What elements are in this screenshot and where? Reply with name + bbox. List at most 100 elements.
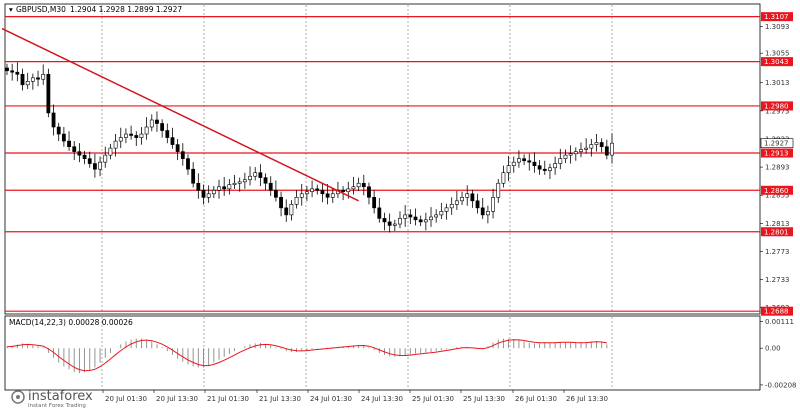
candle-body [475,200,480,209]
candle-body [485,211,490,216]
level-label-bg [761,306,793,316]
candle-body [465,193,470,198]
candle-body [398,218,402,225]
candle-body [56,126,61,135]
candle-body [82,154,87,159]
symbol-arrow-icon[interactable]: ▾ [9,5,13,14]
candle-body [36,77,40,80]
candle-body [237,181,242,184]
candle-body [413,216,418,221]
x-tick-label: 25 Jul 13:30 [463,395,505,403]
candle-body [170,137,175,145]
candle-body [361,182,366,188]
candle-body [77,151,82,156]
candle-body [310,188,314,192]
candle-body [599,142,604,147]
candle-body [563,154,568,159]
candle-body [222,186,227,190]
candle-body [232,182,237,185]
logo-dot-icon [16,395,20,399]
candle-body [548,167,552,171]
candle-body [403,214,408,219]
candle-body [273,189,278,198]
candlesticks [5,62,614,233]
candle-body [98,161,102,170]
candle-body [299,193,304,198]
candle-body [470,193,475,202]
logo-circle-icon [11,390,25,404]
candle-body [589,144,594,149]
candle-body [439,211,444,216]
candle-body [93,163,97,170]
candle-body [258,172,263,178]
candle-body [180,151,185,159]
candle-body [10,70,15,73]
candle-body [253,172,258,177]
candle-body [553,163,558,169]
brand-name: instaforex [28,389,93,404]
level-label: 1.2980 [764,102,789,110]
candle-body [356,182,361,188]
candle-body [454,200,459,205]
candle-body [305,191,309,195]
candle-body [124,133,128,138]
candle-body [423,219,428,223]
candle-body [517,158,521,163]
candle-body [320,189,325,195]
level-label-bg [761,57,793,67]
candle-body [227,184,232,190]
instaforex-logo: instaforex Instant Forex Trading [11,389,93,409]
candle-body [330,193,335,198]
candle-body [351,186,356,190]
candle-body [444,207,449,212]
macd-tick-label: 0.00111 [765,318,794,326]
candle-body [211,189,216,195]
candle-body [72,146,77,152]
candle-body [284,207,289,216]
candle-body [367,186,371,198]
candle-body [579,149,583,152]
x-tick-label: 24 Jul 01:30 [310,395,352,403]
candle-body [382,218,387,223]
candle-body [558,158,563,164]
x-tick-label: 21 Jul 01:30 [207,395,249,403]
candle-body [268,182,273,191]
candle-body [46,73,51,114]
y-tick-label: 1.3093 [765,23,790,31]
x-tick-label: 20 Jul 01:30 [105,395,147,403]
level-label: 1.2688 [764,308,789,316]
candle-body [377,207,382,219]
candle-body [346,188,351,192]
current-price-bg [760,138,794,148]
candle-body [175,144,180,152]
candle-body [113,140,118,149]
candle-body [372,197,377,209]
candle-body [289,204,294,216]
candle-body [5,67,9,72]
x-tick-label: 26 Jul 01:30 [515,395,557,403]
candle-body [387,221,392,226]
level-label-bg [761,101,793,111]
trend-line[interactable] [1,27,359,202]
candle-body [118,137,123,142]
candle-body [217,186,221,191]
candle-body [527,160,532,163]
horizontal-levels [5,16,760,312]
macd-tick-label: 0.00 [765,345,781,353]
candle-body [41,73,46,80]
candle-body [165,130,170,138]
candle-body [15,71,20,75]
candle-body [392,223,397,226]
brand-tagline: Instant Forex Trading [28,403,86,409]
candle-body [501,172,506,184]
level-label-bg [761,185,793,195]
candle-body [242,179,247,183]
candle-body [201,189,206,198]
macd-series: 0.00111 0.00 -0.00208 [6,318,796,389]
candle-body [25,81,30,86]
candle-body [144,126,149,135]
x-tick-label: 25 Jul 01:30 [412,395,454,403]
y-tick-label: 1.2813 [765,220,790,228]
candle-body [67,140,71,147]
